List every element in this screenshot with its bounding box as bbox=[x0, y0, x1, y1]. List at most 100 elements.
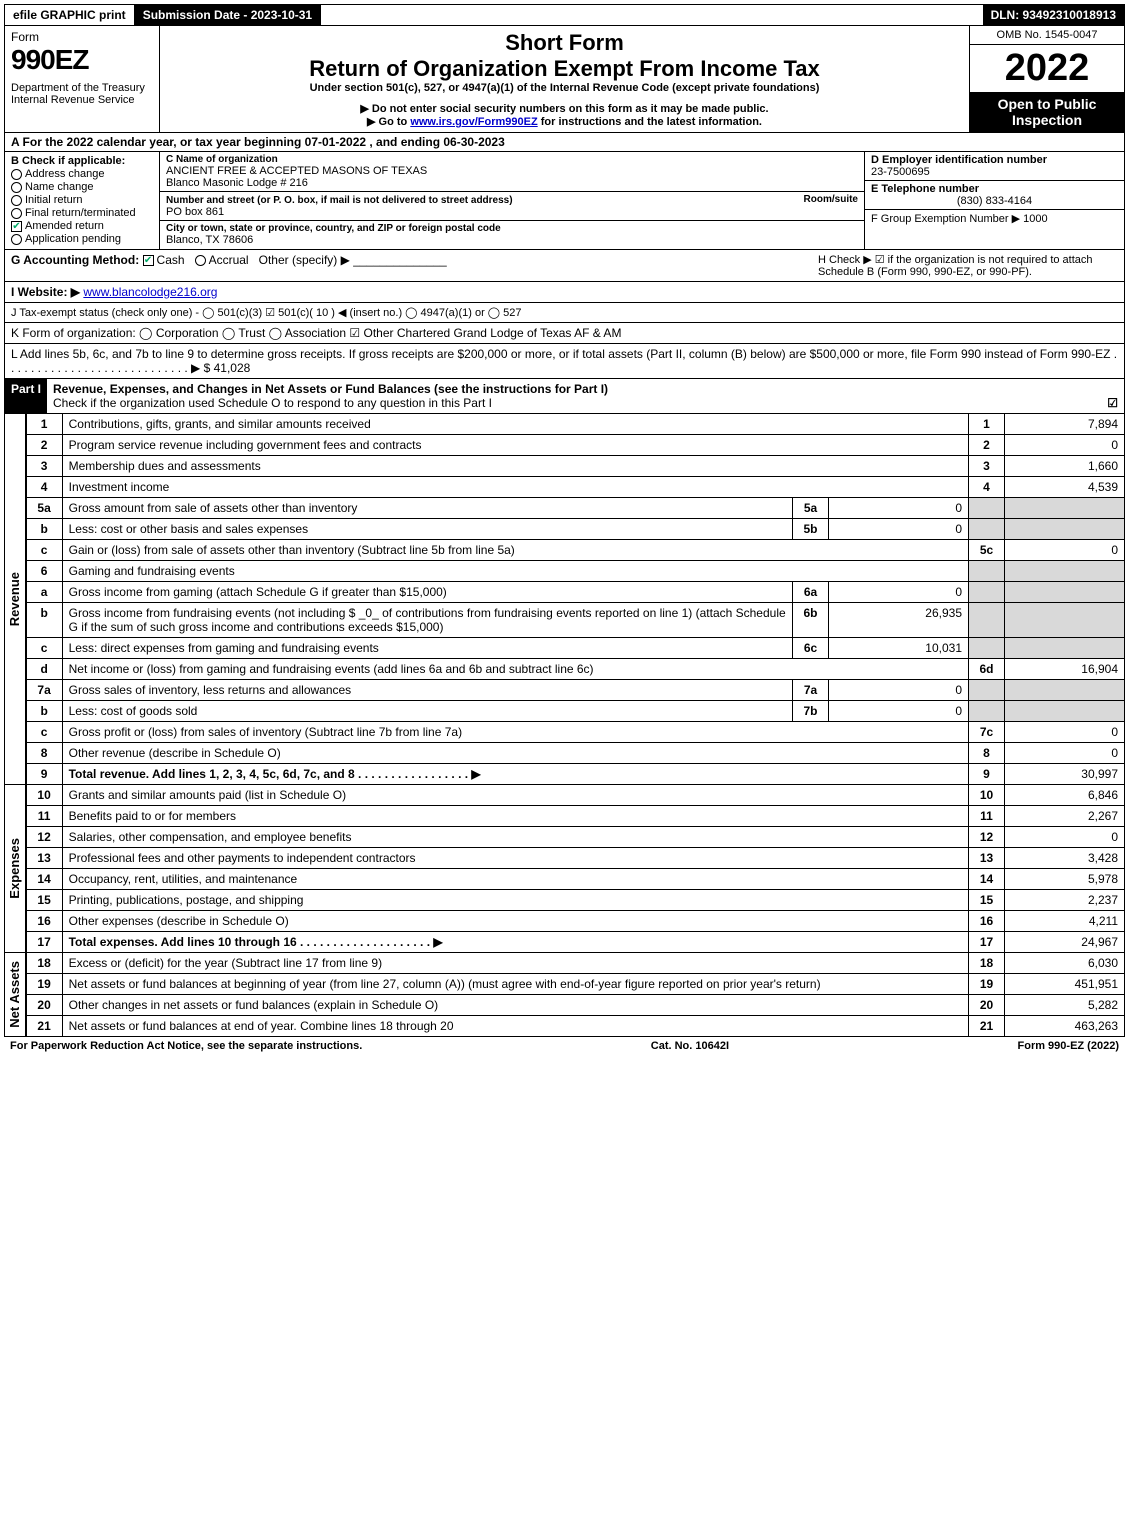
right-value: 5,282 bbox=[1005, 995, 1125, 1016]
line-desc: Other expenses (describe in Schedule O) bbox=[62, 911, 968, 932]
right-value: 451,951 bbox=[1005, 974, 1125, 995]
line-desc: Less: direct expenses from gaming and fu… bbox=[62, 638, 792, 659]
line-number: 12 bbox=[26, 827, 62, 848]
right-label bbox=[969, 498, 1005, 519]
line-desc: Benefits paid to or for members bbox=[62, 806, 968, 827]
under-section: Under section 501(c), 527, or 4947(a)(1)… bbox=[166, 82, 963, 94]
line-desc: Gross sales of inventory, less returns a… bbox=[62, 680, 792, 701]
right-label: 20 bbox=[969, 995, 1005, 1016]
topbar: efile GRAPHIC print Submission Date - 20… bbox=[4, 4, 1125, 26]
footer-mid: Cat. No. 10642I bbox=[651, 1040, 729, 1052]
right-value: 0 bbox=[1005, 540, 1125, 561]
line-desc: Excess or (deficit) for the year (Subtra… bbox=[62, 953, 968, 974]
col-def: D Employer identification number 23-7500… bbox=[864, 152, 1124, 249]
mid-value: 0 bbox=[829, 498, 969, 519]
right-label bbox=[969, 561, 1005, 582]
chk-pending[interactable]: Application pending bbox=[11, 233, 153, 245]
g-text: G Accounting Method: bbox=[11, 253, 143, 267]
expenses-vert: Expenses bbox=[4, 785, 26, 953]
line-desc: Printing, publications, postage, and shi… bbox=[62, 890, 968, 911]
footer: For Paperwork Reduction Act Notice, see … bbox=[4, 1037, 1125, 1055]
c-city-label: City or town, state or province, country… bbox=[166, 223, 858, 234]
row-k: K Form of organization: ◯ Corporation ◯ … bbox=[4, 323, 1125, 344]
table-row: 5aGross amount from sale of assets other… bbox=[26, 498, 1124, 519]
line-desc: Other revenue (describe in Schedule O) bbox=[62, 743, 968, 764]
part1-chk[interactable]: ☑ bbox=[1107, 396, 1118, 410]
right-label: 18 bbox=[969, 953, 1005, 974]
table-row: 6Gaming and fundraising events bbox=[26, 561, 1124, 582]
l-text: L Add lines 5b, 6c, and 7b to line 9 to … bbox=[11, 347, 1117, 375]
goto-post: for instructions and the latest informat… bbox=[538, 116, 762, 128]
right-value bbox=[1005, 680, 1125, 701]
right-label: 7c bbox=[969, 722, 1005, 743]
table-row: 14Occupancy, rent, utilities, and mainte… bbox=[26, 869, 1124, 890]
line-number: 21 bbox=[26, 1016, 62, 1037]
line-number: 4 bbox=[26, 477, 62, 498]
line-number: 6 bbox=[26, 561, 62, 582]
col-b: B Check if applicable: Address change Na… bbox=[5, 152, 160, 249]
table-row: 10Grants and similar amounts paid (list … bbox=[26, 785, 1124, 806]
line-number: c bbox=[26, 722, 62, 743]
right-label bbox=[969, 680, 1005, 701]
line-number: 13 bbox=[26, 848, 62, 869]
line-desc: Gross income from gaming (attach Schedul… bbox=[62, 582, 792, 603]
f-block: F Group Exemption Number ▶ 1000 bbox=[865, 210, 1124, 227]
website-link[interactable]: www.blancolodge216.org bbox=[83, 285, 217, 299]
part1-label: Part I bbox=[5, 379, 47, 413]
table-row: cGain or (loss) from sale of assets othe… bbox=[26, 540, 1124, 561]
chk-amended[interactable]: Amended return bbox=[11, 220, 153, 232]
mid-value: 0 bbox=[829, 519, 969, 540]
mid-label: 6a bbox=[793, 582, 829, 603]
right-label: 13 bbox=[969, 848, 1005, 869]
line-number: 18 bbox=[26, 953, 62, 974]
right-value bbox=[1005, 498, 1125, 519]
table-row: aGross income from gaming (attach Schedu… bbox=[26, 582, 1124, 603]
arrow-ssn: ▶ Do not enter social security numbers o… bbox=[166, 102, 963, 115]
revenue-vert: Revenue bbox=[4, 414, 26, 785]
right-value: 3,428 bbox=[1005, 848, 1125, 869]
line-desc: Contributions, gifts, grants, and simila… bbox=[62, 414, 968, 435]
table-row: 18Excess or (deficit) for the year (Subt… bbox=[26, 953, 1124, 974]
right-label: 5c bbox=[969, 540, 1005, 561]
chk-name[interactable]: Name change bbox=[11, 181, 153, 193]
mid-value: 0 bbox=[829, 582, 969, 603]
e-value: (830) 833-4164 bbox=[871, 195, 1118, 207]
g-accrual: Accrual bbox=[209, 253, 249, 267]
org-name1: ANCIENT FREE & ACCEPTED MASONS OF TEXAS bbox=[166, 165, 858, 177]
line-number: 1 bbox=[26, 414, 62, 435]
row-j: J Tax-exempt status (check only one) - ◯… bbox=[4, 303, 1125, 323]
line-number: 15 bbox=[26, 890, 62, 911]
chk-initial[interactable]: Initial return bbox=[11, 194, 153, 206]
right-label bbox=[969, 582, 1005, 603]
line-number: 10 bbox=[26, 785, 62, 806]
g-cash-chk[interactable] bbox=[143, 255, 154, 266]
right-value: 6,846 bbox=[1005, 785, 1125, 806]
table-row: bLess: cost or other basis and sales exp… bbox=[26, 519, 1124, 540]
line-number: 2 bbox=[26, 435, 62, 456]
table-row: 12Salaries, other compensation, and empl… bbox=[26, 827, 1124, 848]
right-label: 21 bbox=[969, 1016, 1005, 1037]
c-city-block: City or town, state or province, country… bbox=[160, 221, 864, 248]
c-name-label: C Name of organization bbox=[166, 154, 858, 165]
chk-address[interactable]: Address change bbox=[11, 168, 153, 180]
line-number: 3 bbox=[26, 456, 62, 477]
table-row: cLess: direct expenses from gaming and f… bbox=[26, 638, 1124, 659]
efile-label[interactable]: efile GRAPHIC print bbox=[5, 5, 135, 25]
expenses-wrap: Expenses 10Grants and similar amounts pa… bbox=[4, 785, 1125, 953]
table-row: 13Professional fees and other payments t… bbox=[26, 848, 1124, 869]
part1-header: Part I Revenue, Expenses, and Changes in… bbox=[4, 379, 1125, 414]
mid-value: 26,935 bbox=[829, 603, 969, 638]
chk-final[interactable]: Final return/terminated bbox=[11, 207, 153, 219]
g-accrual-chk[interactable] bbox=[195, 255, 206, 266]
mid-label: 5b bbox=[793, 519, 829, 540]
line-desc: Less: cost of goods sold bbox=[62, 701, 792, 722]
bcdef-row: B Check if applicable: Address change Na… bbox=[4, 152, 1125, 250]
part1-title: Revenue, Expenses, and Changes in Net As… bbox=[47, 379, 1124, 413]
i-label: I Website: ▶ bbox=[11, 285, 80, 299]
irs-link[interactable]: www.irs.gov/Form990EZ bbox=[410, 116, 537, 128]
right-label: 2 bbox=[969, 435, 1005, 456]
line-desc: Total revenue. Add lines 1, 2, 3, 4, 5c,… bbox=[62, 764, 968, 785]
line-desc: Salaries, other compensation, and employ… bbox=[62, 827, 968, 848]
right-label: 16 bbox=[969, 911, 1005, 932]
g-block: G Accounting Method: Cash Accrual Other … bbox=[11, 253, 818, 278]
